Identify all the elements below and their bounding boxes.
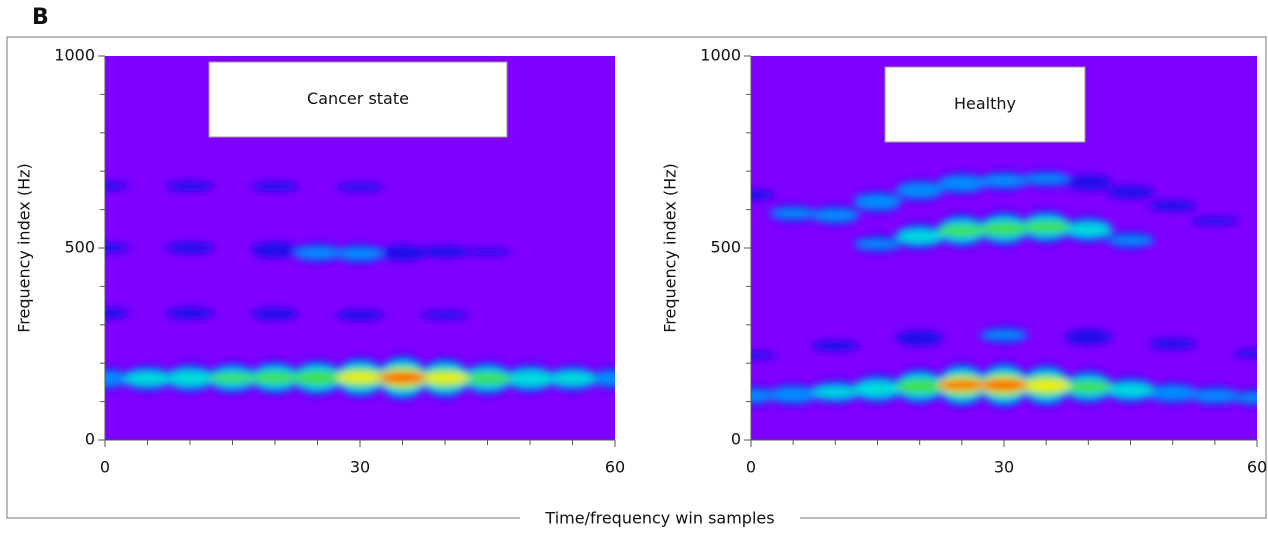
heat-cell [1148, 200, 1197, 212]
heat-cell [811, 387, 860, 397]
heat-cell [208, 373, 257, 383]
heat-cell [769, 388, 818, 402]
y-axis-label: Frequency index (Hz) [15, 163, 34, 333]
heat-cell [895, 231, 944, 242]
heat-cell [1022, 379, 1071, 392]
x-tick-label: 60 [1247, 458, 1267, 477]
heat-cell [1064, 174, 1113, 191]
heat-cell [105, 243, 129, 253]
heat-cell [853, 382, 902, 396]
heat-cell [1106, 384, 1155, 396]
heat-cell [336, 183, 384, 192]
x-tick-label: 30 [350, 458, 370, 477]
heat-cell [895, 183, 944, 197]
heat-cell [336, 372, 384, 383]
heat-cell [1064, 381, 1113, 393]
heat-cell [251, 372, 299, 384]
annotation-box [884, 66, 1086, 143]
heat-cell [811, 209, 860, 221]
heat-cell [895, 379, 944, 393]
heat-cell [1148, 338, 1197, 350]
heat-cell [937, 381, 986, 390]
annotation-box [208, 61, 508, 138]
heat-cell [980, 175, 1028, 187]
heat-cell [166, 307, 214, 320]
heat-cell [937, 176, 986, 191]
heat-cell [463, 373, 512, 384]
heat-cell [853, 239, 902, 249]
heat-cell [1022, 221, 1071, 233]
heatmap [751, 169, 1257, 409]
heat-cell [378, 245, 427, 261]
annotation: Cancer state [307, 89, 409, 108]
x-tick-label: 0 [746, 458, 756, 477]
x-tick-label: 0 [100, 458, 110, 477]
heat-cell [166, 371, 214, 385]
heat-cell [937, 225, 986, 237]
heat-cell [1106, 185, 1155, 199]
figure-label: B [32, 5, 49, 30]
annotation: Healthy [954, 94, 1016, 113]
heat-cell [336, 248, 384, 260]
heat-cell [769, 209, 818, 218]
heat-cell [1148, 386, 1197, 400]
y-axis-label: Frequency index (Hz) [661, 163, 680, 333]
heat-cell [421, 245, 469, 258]
heat-cell [251, 242, 299, 258]
y-tick-label: 500 [64, 238, 95, 257]
heat-cell [1233, 349, 1257, 358]
heat-cell [463, 248, 512, 256]
heat-cell [853, 195, 902, 209]
heat-cell [293, 247, 342, 259]
x-tick-label: 30 [994, 458, 1014, 477]
heat-cell [105, 181, 129, 191]
heat-cell [506, 371, 554, 386]
heatmap-layer [751, 169, 1257, 409]
y-tick-label: 1000 [54, 46, 95, 65]
y-tick-label: 0 [85, 430, 95, 449]
y-tick-label: 500 [710, 238, 741, 257]
heat-cell [166, 242, 214, 254]
heat-cell [1064, 224, 1113, 235]
x-tick-label: 60 [605, 458, 625, 477]
heat-cell [251, 308, 299, 320]
heat-cell [980, 330, 1028, 340]
heat-cell [751, 189, 775, 201]
y-tick-label: 1000 [700, 46, 741, 65]
heat-cell [548, 373, 597, 384]
heat-cell [1106, 236, 1155, 245]
heat-cell [1022, 174, 1071, 184]
heat-cell [980, 380, 1028, 390]
heat-cell [751, 351, 775, 360]
heatmap [105, 181, 615, 402]
heat-cell [811, 340, 860, 352]
heat-cell [895, 330, 944, 347]
heat-cell [1190, 390, 1239, 402]
y-tick-label: 0 [731, 430, 741, 449]
heat-cell [591, 371, 615, 386]
heat-cell [105, 371, 129, 386]
x-axis-label: Time/frequency win samples [544, 509, 774, 528]
heat-cell [293, 371, 342, 385]
label-bg [520, 508, 800, 530]
heat-cell [251, 181, 299, 192]
heat-cell [421, 372, 469, 384]
heat-cell [336, 309, 384, 321]
heatmap-layer [105, 181, 615, 402]
heat-cell [980, 222, 1028, 235]
heat-cell [1190, 216, 1239, 226]
heat-cell [105, 307, 129, 319]
heat-cell [751, 390, 775, 402]
heat-cell [123, 373, 172, 384]
heat-cell [421, 311, 469, 320]
heat-cell [166, 181, 214, 192]
heat-cell [1064, 329, 1113, 345]
heat-cell [1233, 393, 1257, 402]
heat-cell [378, 373, 427, 383]
